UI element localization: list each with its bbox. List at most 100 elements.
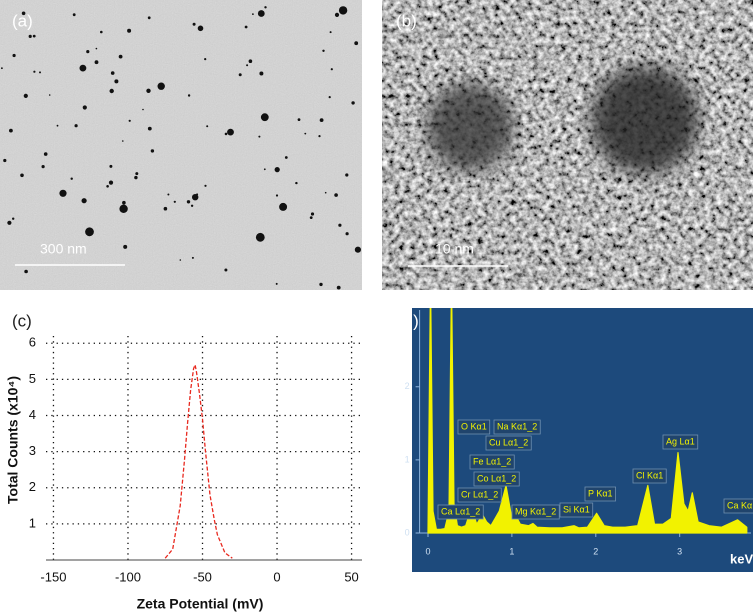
particle-dot bbox=[264, 6, 267, 9]
particle-dot bbox=[338, 6, 348, 15]
peak-label-box bbox=[457, 487, 502, 503]
particle-dot bbox=[59, 189, 67, 197]
peak-label-box bbox=[662, 434, 699, 450]
particle-dot bbox=[238, 73, 242, 77]
particle-dot bbox=[204, 58, 207, 61]
peak-label-box bbox=[493, 419, 541, 435]
particle-dot bbox=[204, 184, 207, 187]
peak-label: Na Kα1_2 bbox=[497, 421, 537, 431]
peak-label: Fe Lα1_2 bbox=[473, 456, 511, 466]
particle-dot bbox=[33, 70, 36, 73]
particle-dot bbox=[345, 232, 349, 236]
peak-label-box bbox=[584, 486, 616, 502]
particle-dot bbox=[56, 124, 59, 127]
particle-dot bbox=[110, 71, 115, 75]
particle-dot bbox=[79, 64, 87, 72]
particle-dot bbox=[147, 16, 151, 20]
particle-dot bbox=[334, 12, 340, 17]
particle-dot bbox=[28, 34, 32, 39]
x-tick-label: 2 bbox=[593, 546, 598, 556]
peak-label-box bbox=[437, 504, 484, 520]
spectrum-area bbox=[427, 308, 748, 534]
particle-dot bbox=[329, 31, 332, 34]
particle-dot bbox=[252, 13, 254, 16]
particle-dot bbox=[196, 193, 199, 196]
particle-dot bbox=[263, 168, 266, 171]
particle-dot bbox=[12, 53, 16, 58]
peak-label: Cl Kα1 bbox=[636, 470, 663, 480]
particle-dot bbox=[146, 88, 151, 94]
particle-dot bbox=[334, 193, 338, 197]
particle-dot bbox=[21, 11, 26, 16]
particle-dot bbox=[167, 193, 170, 196]
y-tick-label: 4 bbox=[29, 407, 36, 422]
particle-dot bbox=[192, 22, 196, 26]
particle-dot bbox=[227, 128, 234, 136]
particle-dot bbox=[142, 108, 144, 111]
x-tick-label: 3 bbox=[677, 546, 682, 556]
particle-dot bbox=[324, 191, 327, 194]
particle-dot bbox=[94, 60, 99, 65]
particle-dot bbox=[7, 220, 12, 225]
particle-dot bbox=[310, 212, 315, 216]
panel-label: (d) bbox=[398, 311, 419, 330]
particle-dot bbox=[338, 223, 342, 227]
peak-label-box bbox=[723, 498, 753, 514]
peak-label: Ag Lα1 bbox=[666, 436, 695, 446]
particle-dot bbox=[336, 285, 341, 290]
peak-label: Ca Lα1_2 bbox=[441, 506, 480, 516]
particle-dot bbox=[345, 173, 349, 177]
particle-dot bbox=[23, 93, 28, 98]
particle-dot bbox=[260, 113, 269, 122]
particle-dot bbox=[24, 269, 28, 274]
y-axis-label: cps/eV bbox=[390, 386, 404, 425]
particle-dot bbox=[86, 50, 90, 54]
y-tick-label: 5 bbox=[29, 371, 36, 386]
image-noise bbox=[0, 0, 362, 290]
particle-dot bbox=[157, 82, 165, 90]
particle-dot bbox=[72, 13, 76, 17]
peak-label-box bbox=[632, 468, 667, 484]
particle-dot bbox=[354, 41, 359, 46]
particle-dot bbox=[109, 164, 113, 168]
particle-dot bbox=[224, 132, 228, 136]
particle-dot bbox=[9, 128, 13, 133]
scale-bar-label: 10 nm bbox=[435, 241, 474, 257]
particle-dot bbox=[318, 135, 321, 138]
scale-bar-label: 300 nm bbox=[40, 241, 87, 257]
data-line bbox=[164, 362, 233, 559]
particle-dot bbox=[284, 156, 288, 159]
particle-dot bbox=[32, 34, 36, 38]
particle-dot bbox=[192, 194, 199, 201]
particle-dot bbox=[275, 282, 278, 285]
peak-label: Mg Kα1_2 bbox=[515, 506, 556, 516]
particle-dot bbox=[109, 88, 114, 94]
particle-dot bbox=[39, 71, 41, 74]
particle-dot bbox=[179, 259, 182, 261]
particle-dot bbox=[258, 135, 261, 138]
peak-label: P Kα1 bbox=[588, 488, 613, 498]
particle-dot bbox=[206, 125, 209, 128]
particle-dot bbox=[248, 59, 253, 63]
particle-dot bbox=[309, 216, 313, 220]
particle-dot bbox=[275, 194, 279, 197]
y-tick-label: 2 bbox=[405, 381, 410, 391]
x-axis-label: keV bbox=[730, 551, 753, 566]
y-axis-label: Total Counts (x10⁴) bbox=[5, 376, 21, 504]
particle-dot bbox=[20, 173, 24, 178]
peak-label-box bbox=[457, 419, 491, 435]
particle-dot bbox=[319, 282, 323, 287]
particle-dot bbox=[118, 54, 123, 59]
particle-dot bbox=[259, 71, 264, 76]
particle-dot bbox=[163, 206, 168, 211]
particle-dot bbox=[1, 67, 3, 70]
y-tick-label: 6 bbox=[29, 335, 36, 350]
peak-label-box bbox=[473, 471, 520, 487]
peak-label: Ca Kα bbox=[727, 500, 752, 510]
particle-dot bbox=[187, 94, 191, 97]
particle bbox=[591, 66, 699, 174]
particle-dot bbox=[119, 204, 128, 213]
particle-dot bbox=[43, 152, 48, 156]
particle-dot bbox=[135, 172, 139, 176]
